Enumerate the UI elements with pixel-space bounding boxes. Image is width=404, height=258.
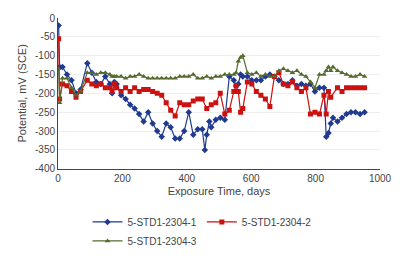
svg-text:5-STD1-2304-3: 5-STD1-2304-3 (128, 236, 197, 247)
svg-text:-350: -350 (35, 144, 55, 155)
svg-text:5-STD1-2304-2: 5-STD1-2304-2 (242, 217, 311, 228)
svg-text:-200: -200 (35, 88, 55, 99)
svg-text:1000: 1000 (369, 173, 392, 184)
svg-text:-250: -250 (35, 107, 55, 118)
svg-text:-150: -150 (35, 69, 55, 80)
svg-text:-300: -300 (35, 126, 55, 137)
svg-text:800: 800 (307, 173, 324, 184)
svg-text:5-STD1-2304-1: 5-STD1-2304-1 (128, 217, 197, 228)
svg-text:-50: -50 (41, 31, 56, 42)
svg-text:0: 0 (55, 173, 61, 184)
svg-text:Potential, mV (SCE): Potential, mV (SCE) (16, 44, 28, 142)
svg-text:600: 600 (243, 173, 260, 184)
svg-text:0: 0 (49, 13, 55, 24)
svg-text:400: 400 (178, 173, 195, 184)
svg-text:-400: -400 (35, 163, 55, 174)
svg-text:200: 200 (114, 173, 131, 184)
svg-text:-100: -100 (35, 50, 55, 61)
svg-text:Exposure Time, days: Exposure Time, days (168, 185, 271, 197)
